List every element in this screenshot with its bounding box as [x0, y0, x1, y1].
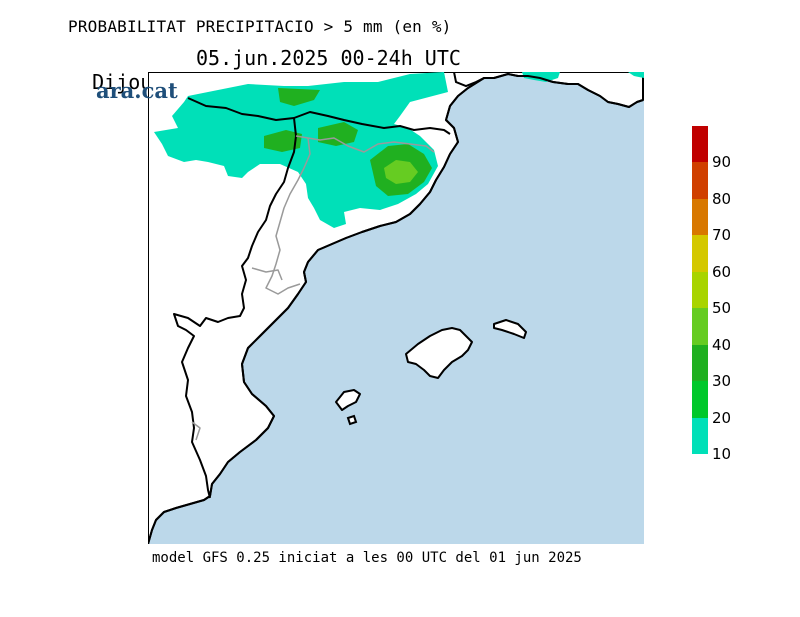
precip-area-30-40 [384, 160, 418, 184]
regional-border-3 [251, 267, 283, 281]
colorbar-segment [692, 235, 708, 272]
date-range-label: 05.jun.2025 00-24h UTC [196, 46, 461, 70]
colorbar-tick-label: 50 [712, 299, 732, 318]
colorbar-tick-label: 30 [712, 372, 732, 391]
colorbar-segment [692, 381, 708, 418]
colorbar-tick-label: 20 [712, 408, 732, 427]
menorca-island [493, 319, 527, 339]
precip-area-10-20-east [522, 72, 560, 82]
precip-area-10-20 [154, 72, 448, 228]
regional-border-4 [191, 421, 201, 441]
ibiza-island [335, 389, 361, 411]
colorbar-segment [692, 198, 708, 236]
regional-border-2 [265, 137, 311, 295]
colorbar-segment [692, 308, 708, 345]
colorbar-segment [692, 126, 708, 163]
precip-area-20-30-3 [318, 122, 358, 146]
ara-cat-logo: ara.cat [96, 78, 178, 103]
formentera-island [346, 414, 358, 426]
national-border [187, 97, 451, 135]
mallorca-island [405, 327, 473, 379]
colorbar-tick-label: 90 [712, 153, 732, 172]
precip-area-10-20-east2 [628, 72, 644, 78]
western-border [173, 117, 297, 499]
colorbar-tick-label: 10 [712, 445, 732, 463]
precipitation-map [148, 72, 644, 544]
coastline-france [484, 73, 644, 108]
map-title: PROBABILITAT PRECIPITACIO > 5 mm (en %) [68, 17, 452, 36]
probability-colorbar [692, 126, 708, 454]
colorbar-segment [692, 417, 708, 454]
precip-area-20-30 [278, 88, 320, 106]
colorbar-segment [692, 344, 708, 382]
coastline-north [449, 77, 485, 107]
colorbar-tick-label: 80 [712, 189, 732, 208]
colorbar-segment [692, 162, 708, 199]
precip-area-20-30-2 [264, 130, 302, 152]
colorbar-segment [692, 271, 708, 309]
colorbar-tick-label: 60 [712, 262, 732, 281]
model-info-footer: model GFS 0.25 iniciat a les 00 UTC del … [152, 550, 582, 566]
colorbar-tick-label: 40 [712, 335, 732, 354]
colorbar-tick-label: 70 [712, 226, 732, 245]
regional-border [295, 135, 435, 153]
